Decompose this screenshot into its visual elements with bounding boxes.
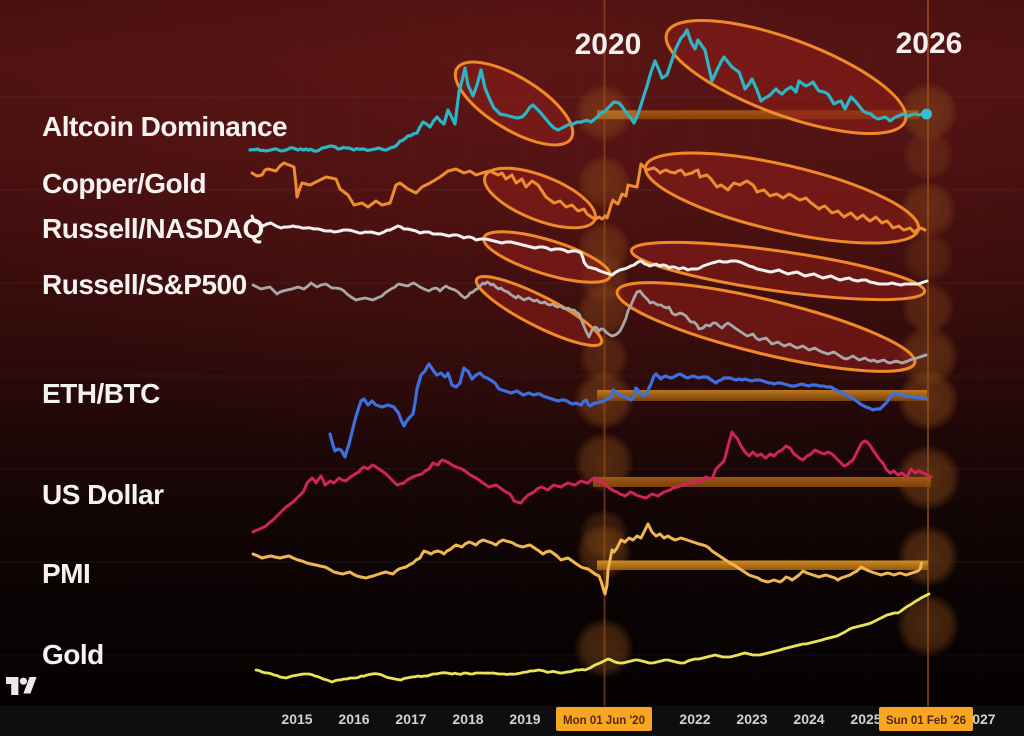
svg-text:ETH/BTC: ETH/BTC [42,378,160,409]
svg-text:2020: 2020 [575,28,642,61]
svg-text:2022: 2022 [679,711,710,727]
svg-text:2019: 2019 [509,711,540,727]
svg-text:Copper/Gold: Copper/Gold [42,168,206,199]
svg-text:PMI: PMI [42,558,90,589]
svg-text:Russell/NASDAQ: Russell/NASDAQ [42,213,264,244]
svg-text:2018: 2018 [452,711,483,727]
svg-text:Mon 01 Jun '20: Mon 01 Jun '20 [563,715,645,727]
svg-text:2024: 2024 [793,711,824,727]
svg-text:2026: 2026 [896,27,963,60]
svg-text:2017: 2017 [395,711,426,727]
svg-text:2015: 2015 [281,711,312,727]
svg-text:Russell/S&P500: Russell/S&P500 [42,269,247,300]
svg-text:Altcoin Dominance: Altcoin Dominance [42,111,287,142]
svg-text:US Dollar: US Dollar [42,479,164,510]
svg-text:Gold: Gold [42,639,104,670]
svg-text:Sun 01 Feb '26: Sun 01 Feb '26 [886,715,966,727]
svg-text:2025: 2025 [850,711,881,727]
svg-text:2016: 2016 [338,711,369,727]
svg-text:2023: 2023 [736,711,767,727]
